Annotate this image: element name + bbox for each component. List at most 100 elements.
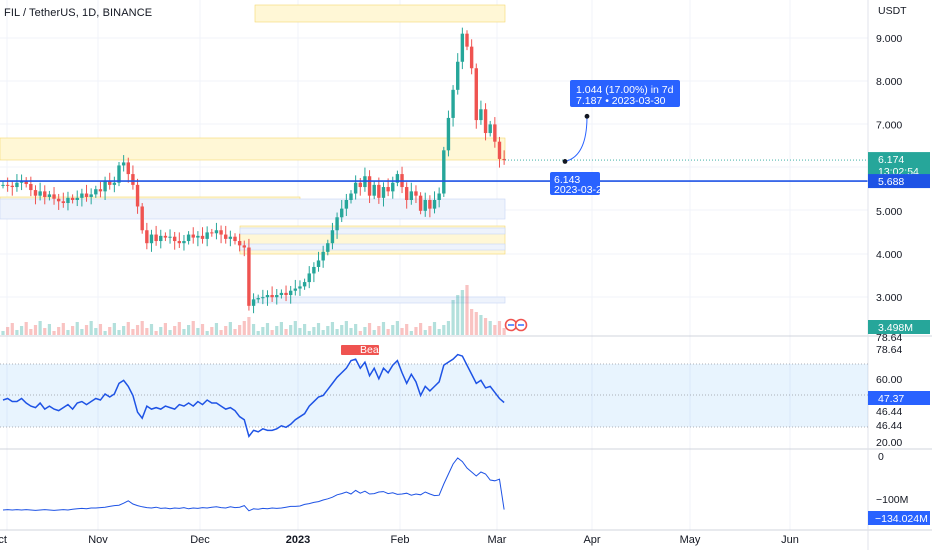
candle-body [224,234,228,239]
volume-bar [196,328,200,335]
candle-body [140,206,144,231]
volume-bar [446,321,451,335]
candle-body [502,158,506,161]
volume-bar [326,326,330,335]
candle-body [307,273,311,283]
volume-bar [43,328,47,335]
volume-bar [228,322,232,335]
volume-bar [354,324,358,335]
volume-bar [372,330,376,335]
candle-body [47,194,52,197]
volume-bar [456,295,460,335]
candle-body [395,174,400,183]
candle-body [33,190,38,196]
osc-current-tag-text: −134.024M [875,513,928,525]
candle-body [349,193,353,200]
candle-body [423,200,427,211]
volume-bar [316,323,321,335]
zone-rect-upper [0,137,506,161]
candle-body [367,176,372,196]
candle-body [451,89,455,118]
candle-body [172,236,177,242]
rsi-axis-tick: 60.00 [876,374,902,386]
volume-bar [80,329,84,335]
candle-body [330,230,335,244]
projection-end-dot [584,113,590,119]
volume-bar [98,324,103,335]
candle-body [391,182,395,192]
time-axis-label: Dec [190,534,210,546]
candle-body [316,260,321,267]
candle-body [298,286,302,289]
candle-body [200,235,205,239]
volume-bar [270,330,274,335]
volume-bar [10,323,14,335]
volume-bar [493,325,497,335]
volume-bar [261,327,265,335]
candle-body [219,230,223,235]
volume-bar [349,328,353,335]
candle-body [43,191,47,197]
candle-body [483,109,488,134]
candle-body [66,197,70,204]
volume-bar [423,330,427,335]
candle-body [437,193,441,200]
volume-bar [219,330,223,335]
candle-body [154,234,158,242]
volume-bar [470,309,474,335]
candle-body [24,180,28,185]
candle-body [159,235,163,242]
candle-body [404,187,409,200]
anchor-label-box [550,172,600,195]
projection-sub-text: 7.187 • 2023-03-30 [576,95,666,107]
volume-bar [126,322,130,335]
candle-body [80,193,84,198]
volume-bar [442,325,446,335]
volume-bar [451,300,455,335]
rsi-axis-tick: 78.64 [876,344,902,356]
volume-bar [483,318,488,335]
anchor-date-text: 2023-03-23 [554,184,608,196]
candle-body [275,295,279,298]
candle-body [98,189,103,192]
volume-bar [19,326,24,335]
volume-bar [344,321,348,335]
volume-bar [205,331,209,335]
candle-body [344,200,349,209]
volume-bar [154,331,158,335]
candle-body [442,150,446,194]
volume-bar [386,329,390,335]
candle-body [70,197,75,200]
candle-body [256,298,260,300]
volume-bar [251,324,256,335]
volume-bar [75,322,79,335]
candle-body [38,191,42,196]
candle-body [56,198,61,202]
candle-body [265,295,270,298]
candle-body [479,109,483,121]
volume-bar [460,290,464,335]
candle-body [103,181,107,192]
candle-body [196,235,200,238]
candle-body [61,201,66,204]
volume-bar [89,321,93,335]
candle-body [233,236,237,242]
candle-body [353,182,358,194]
volume-bar [108,327,112,335]
rsi-current-tag [868,391,930,405]
zone-rect-blue-2 [239,227,506,235]
volume-bar [233,329,237,335]
candle-body [75,197,79,200]
volume-bar [256,331,260,335]
volume-bar [61,323,65,335]
time-axis-label: May [680,534,701,546]
candle-body [108,181,112,185]
volume-bar [66,330,70,335]
candle-body [94,189,98,195]
candle-body [428,200,432,209]
candle-body [469,46,474,69]
candle-body [1,184,5,186]
volume-bar [177,322,181,335]
volume-bar [140,321,144,335]
